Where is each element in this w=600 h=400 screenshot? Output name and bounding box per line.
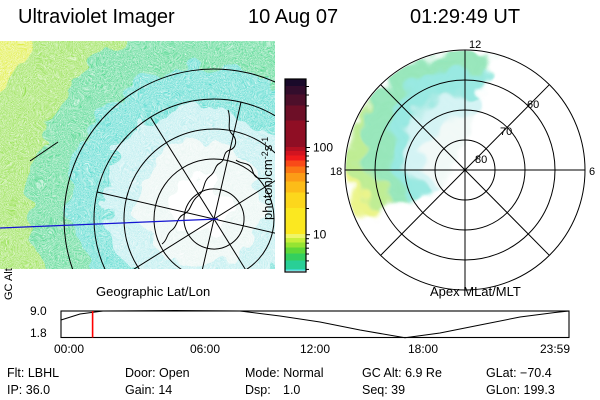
svg-text:70: 70 [500,126,512,138]
svg-text:06:00: 06:00 [190,342,220,356]
svg-text:GC Alt: GC Alt [3,268,15,300]
svg-text:1.0: 1.0 [283,383,300,397]
svg-text:Door: Open: Door: Open [125,366,190,380]
svg-text:Gain: 14: Gain: 14 [125,383,172,397]
svg-text:Dsp:: Dsp: [245,383,271,397]
svg-text:Geographic Lat/Lon: Geographic Lat/Lon [96,284,210,299]
svg-text:Flt: LBHL: Flt: LBHL [7,366,59,380]
svg-text:GC Alt: 6.9 Re: GC Alt: 6.9 Re [362,366,442,380]
svg-text:100: 100 [313,141,333,155]
svg-text:Seq: 39: Seq: 39 [362,383,405,397]
svg-text:23:59: 23:59 [540,342,570,356]
svg-text:12: 12 [469,39,481,51]
svg-text:GLat: −70.4: GLat: −70.4 [486,366,552,380]
svg-text:Mode: Normal: Mode: Normal [245,366,324,380]
svg-text:IP: 36.0: IP: 36.0 [7,383,50,397]
svg-text:1.8: 1.8 [30,326,47,340]
svg-text:60: 60 [527,99,539,111]
svg-text:9.0: 9.0 [30,304,47,318]
svg-text:GLon: 199.3: GLon: 199.3 [486,383,555,397]
svg-text:6: 6 [589,166,595,178]
svg-text:12:00: 12:00 [300,342,330,356]
svg-text:photon cm-2s-1: photon cm-2s-1 [260,137,275,220]
svg-text:80: 80 [475,154,487,166]
svg-text:00:00: 00:00 [54,342,84,356]
svg-text:10: 10 [313,228,327,242]
svg-text:18: 18 [330,166,342,178]
svg-text:18:00: 18:00 [408,342,438,356]
svg-text:Apex MLat/MLT: Apex MLat/MLT [430,284,521,299]
